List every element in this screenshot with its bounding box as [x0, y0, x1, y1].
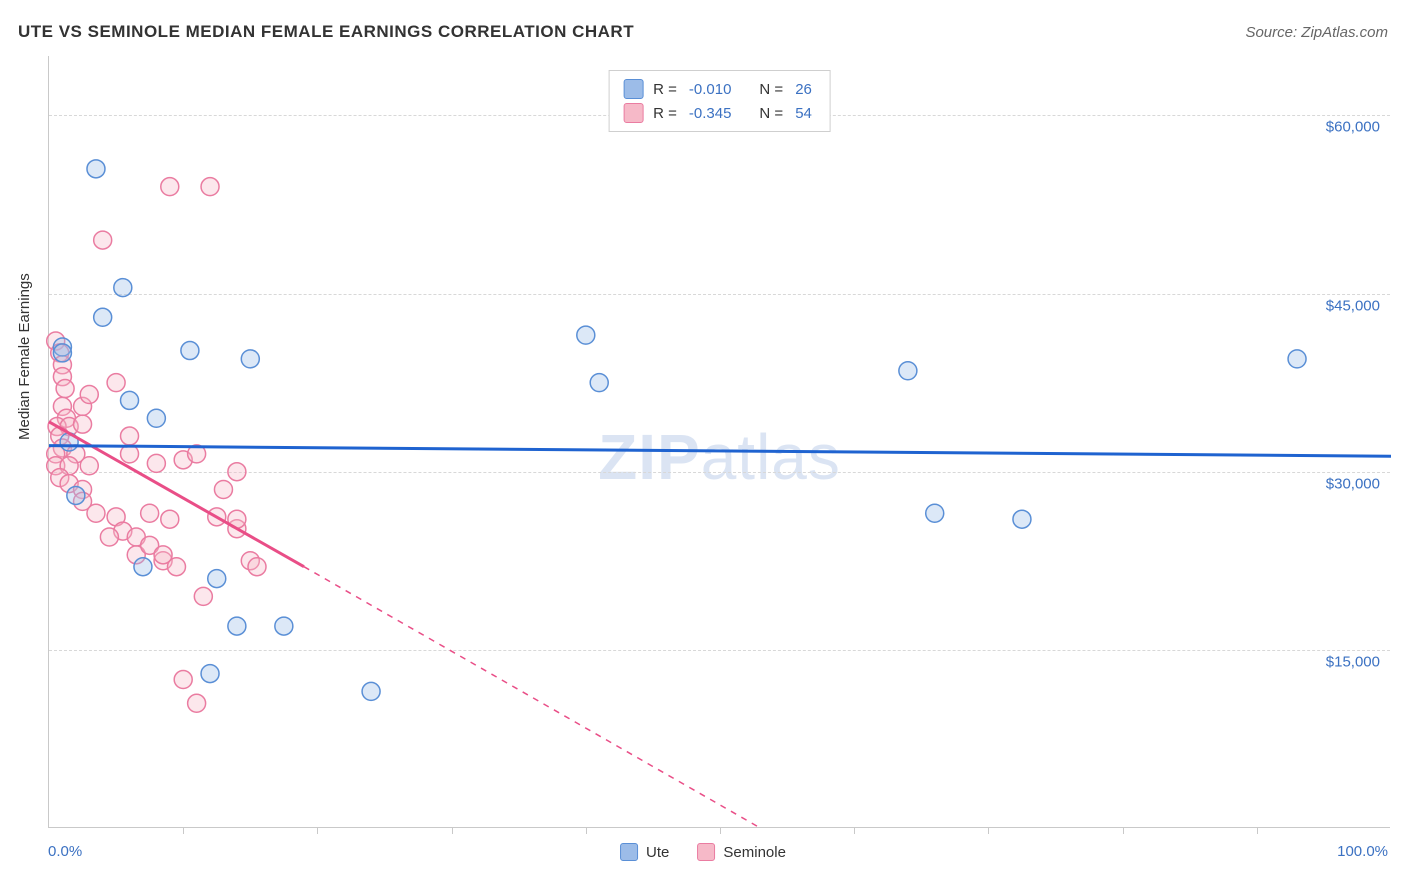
legend-series: Ute Seminole — [620, 843, 786, 861]
point-seminole — [174, 671, 192, 689]
point-ute — [87, 160, 105, 178]
x-tick — [183, 827, 184, 834]
n-label: N = — [759, 105, 783, 122]
r-value: -0.345 — [689, 105, 732, 122]
point-seminole — [154, 546, 172, 564]
point-ute — [362, 682, 380, 700]
point-seminole — [147, 454, 165, 472]
point-seminole — [56, 380, 74, 398]
x-tick — [452, 827, 453, 834]
legend-stats-row: R = -0.345 N = 54 — [623, 101, 812, 125]
point-ute — [926, 504, 944, 522]
legend-series-label: Seminole — [723, 844, 786, 861]
point-ute — [228, 617, 246, 635]
x-max-label: 100.0% — [1337, 843, 1388, 860]
point-ute — [241, 350, 259, 368]
point-ute — [94, 308, 112, 326]
x-tick — [586, 827, 587, 834]
point-ute — [134, 558, 152, 576]
x-tick — [854, 827, 855, 834]
r-label: R = — [653, 81, 677, 98]
point-seminole — [201, 178, 219, 196]
point-seminole — [228, 463, 246, 481]
x-tick — [1257, 827, 1258, 834]
point-seminole — [161, 510, 179, 528]
r-label: R = — [653, 105, 677, 122]
point-ute — [53, 344, 71, 362]
n-label: N = — [759, 81, 783, 98]
point-ute — [275, 617, 293, 635]
legend-series-label: Ute — [646, 844, 669, 861]
point-ute — [590, 374, 608, 392]
legend-stats-row: R = -0.010 N = 26 — [623, 77, 812, 101]
point-ute — [201, 665, 219, 683]
x-tick — [988, 827, 989, 834]
point-seminole — [248, 558, 266, 576]
point-seminole — [100, 528, 118, 546]
chart-source: Source: ZipAtlas.com — [1245, 24, 1388, 41]
chart-title: UTE VS SEMINOLE MEDIAN FEMALE EARNINGS C… — [18, 22, 634, 42]
point-seminole — [80, 385, 98, 403]
point-ute — [181, 342, 199, 360]
chart-svg — [49, 56, 1390, 827]
y-axis-label: Median Female Earnings — [16, 273, 33, 440]
x-tick — [720, 827, 721, 834]
legend-swatch-icon — [623, 103, 643, 123]
plot-area: ZIPatlas $15,000$30,000$45,000$60,000 R … — [48, 56, 1390, 828]
legend-stats: R = -0.010 N = 26 R = -0.345 N = 54 — [608, 70, 831, 132]
point-ute — [1013, 510, 1031, 528]
r-value: -0.010 — [689, 81, 732, 98]
point-ute — [899, 362, 917, 380]
legend-swatch-icon — [623, 79, 643, 99]
point-seminole — [87, 504, 105, 522]
point-ute — [208, 570, 226, 588]
x-tick — [1123, 827, 1124, 834]
point-ute — [1288, 350, 1306, 368]
point-seminole — [121, 427, 139, 445]
legend-swatch-icon — [697, 843, 715, 861]
trend-blue — [49, 446, 1391, 457]
legend-series-item: Ute — [620, 843, 669, 861]
point-seminole — [94, 231, 112, 249]
point-seminole — [161, 178, 179, 196]
point-seminole — [141, 504, 159, 522]
point-seminole — [107, 374, 125, 392]
n-value: 26 — [795, 81, 812, 98]
point-seminole — [188, 694, 206, 712]
chart-header: UTE VS SEMINOLE MEDIAN FEMALE EARNINGS C… — [18, 22, 1388, 42]
point-seminole — [80, 457, 98, 475]
x-min-label: 0.0% — [48, 843, 82, 860]
x-tick — [317, 827, 318, 834]
point-ute — [114, 279, 132, 297]
point-seminole — [194, 587, 212, 605]
legend-swatch-icon — [620, 843, 638, 861]
point-ute — [147, 409, 165, 427]
point-seminole — [74, 415, 92, 433]
n-value: 54 — [795, 105, 812, 122]
point-ute — [577, 326, 595, 344]
legend-series-item: Seminole — [697, 843, 786, 861]
point-ute — [121, 391, 139, 409]
point-ute — [67, 486, 85, 504]
point-seminole — [214, 481, 232, 499]
